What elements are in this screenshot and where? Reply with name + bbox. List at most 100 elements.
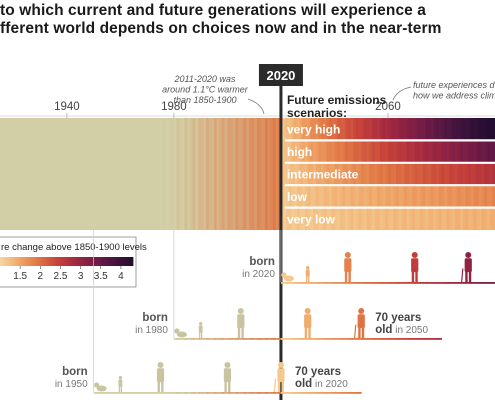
scenario-stripe [481, 118, 485, 141]
lifeline-segment [406, 338, 410, 340]
lifeline-segment [224, 392, 228, 394]
scenario-stripe [457, 185, 461, 208]
scenario-stripe [286, 185, 290, 208]
scenario-stripe [441, 185, 445, 208]
scenario-stripe [478, 207, 483, 230]
scenario-stripe [382, 162, 386, 186]
scenario-stripe [470, 118, 475, 141]
scenario-stripe [476, 140, 480, 163]
legend-gradient-cell [2, 257, 5, 266]
scenario-stripe [321, 140, 325, 163]
scenario-stripe [280, 185, 285, 208]
past-stripe [256, 118, 261, 230]
lifeline-segment [393, 282, 397, 284]
scenario-stripe [430, 185, 435, 208]
person-figure [174, 328, 187, 338]
legend-gradient-cell [93, 257, 96, 266]
lifeline-segment [409, 338, 413, 340]
scenario-stripe [371, 118, 376, 141]
scenario-stripe [406, 185, 410, 208]
lifeline-segment [283, 282, 287, 284]
scenario-stripe [425, 207, 429, 230]
legend-gradient-cell [6, 257, 10, 266]
scenario-stripe [321, 118, 325, 141]
scenario-stripe [454, 207, 459, 230]
past-stripe [24, 118, 28, 230]
scenario-stripe [291, 118, 295, 141]
past-stripe [96, 118, 100, 230]
scenario-stripe [305, 207, 309, 230]
scenario-stripe [288, 118, 293, 141]
past-stripe [272, 118, 277, 230]
lifeline-segment [179, 392, 183, 394]
scenario-stripe [438, 118, 443, 141]
scenario-stripe [374, 207, 378, 230]
scenario-stripe [337, 207, 341, 230]
legend-gradient-cell [106, 257, 110, 266]
scenario-stripe [339, 185, 344, 208]
age-label: 70 years [375, 312, 421, 324]
scenario-stripe [385, 207, 389, 230]
future-note-line: future experiences d [413, 80, 495, 90]
scenario-stripe [452, 185, 456, 208]
scenario-stripe [353, 207, 357, 230]
lifeline-segment [350, 282, 354, 284]
lifeline-segment [361, 338, 365, 340]
scenario-stripe [441, 162, 445, 186]
scenario-stripe [288, 185, 293, 208]
scenario-stripe [377, 140, 381, 163]
lifeline-segment [299, 338, 303, 340]
scenario-stripe [390, 162, 394, 186]
scenario-stripe [297, 185, 301, 208]
lifeline-segment [240, 338, 244, 340]
scenario-stripe [337, 162, 341, 186]
lifeline-segment [165, 392, 170, 394]
scenario-stripe [462, 140, 467, 163]
lifeline-segment [382, 338, 386, 340]
scenario-stripe [286, 162, 290, 186]
lifeline-segment [326, 392, 330, 394]
scenario-stripe [387, 162, 392, 186]
scenario-stripe [280, 162, 285, 186]
lifeline-segment [200, 392, 204, 394]
past-stripe [128, 118, 132, 230]
legend-gradient-cell [79, 257, 83, 266]
past-note-line: around 1.1°C warmer [162, 85, 249, 95]
chart-title-line-1: to which current and future generations … [0, 2, 427, 19]
past-warming-stripes [0, 118, 282, 230]
scenario-stripe [462, 185, 467, 208]
lifeline-segment [331, 392, 335, 394]
legend-gradient-cell [35, 257, 39, 266]
scenario-stripe [347, 162, 352, 186]
scenario-stripe [382, 185, 386, 208]
past-stripe [216, 118, 221, 230]
lifeline-segment [214, 338, 218, 340]
scenario-stripe [347, 185, 352, 208]
scenario-stripe [382, 118, 386, 141]
past-stripe [160, 118, 164, 230]
scenario-stripe [382, 207, 386, 230]
scenario-stripe [342, 207, 346, 230]
scenario-label: very high [287, 123, 340, 137]
scenario-stripe [339, 118, 344, 141]
scenario-stripe [417, 207, 421, 230]
lifeline-segment [420, 338, 424, 340]
lifeline-segment [334, 392, 338, 394]
past-stripe [50, 118, 55, 230]
legend-gradient-cell [39, 257, 43, 266]
scenario-stripe [484, 185, 488, 208]
scenario-stripe [288, 140, 293, 163]
legend-gradient-cell [31, 257, 34, 266]
lifeline-segment [310, 338, 314, 340]
lifeline-segment [136, 392, 140, 394]
scenario-stripe [342, 140, 346, 163]
scenario-stripe [358, 185, 362, 208]
scenario-stripe [302, 118, 306, 141]
scenario-stripe [473, 207, 477, 230]
lifeline-segment [219, 392, 223, 394]
lifeline-segment [256, 338, 261, 340]
lifeline-segment [246, 392, 250, 394]
past-stripe [200, 118, 204, 230]
scenario-stripe [441, 140, 445, 163]
past-stripe [13, 118, 17, 230]
